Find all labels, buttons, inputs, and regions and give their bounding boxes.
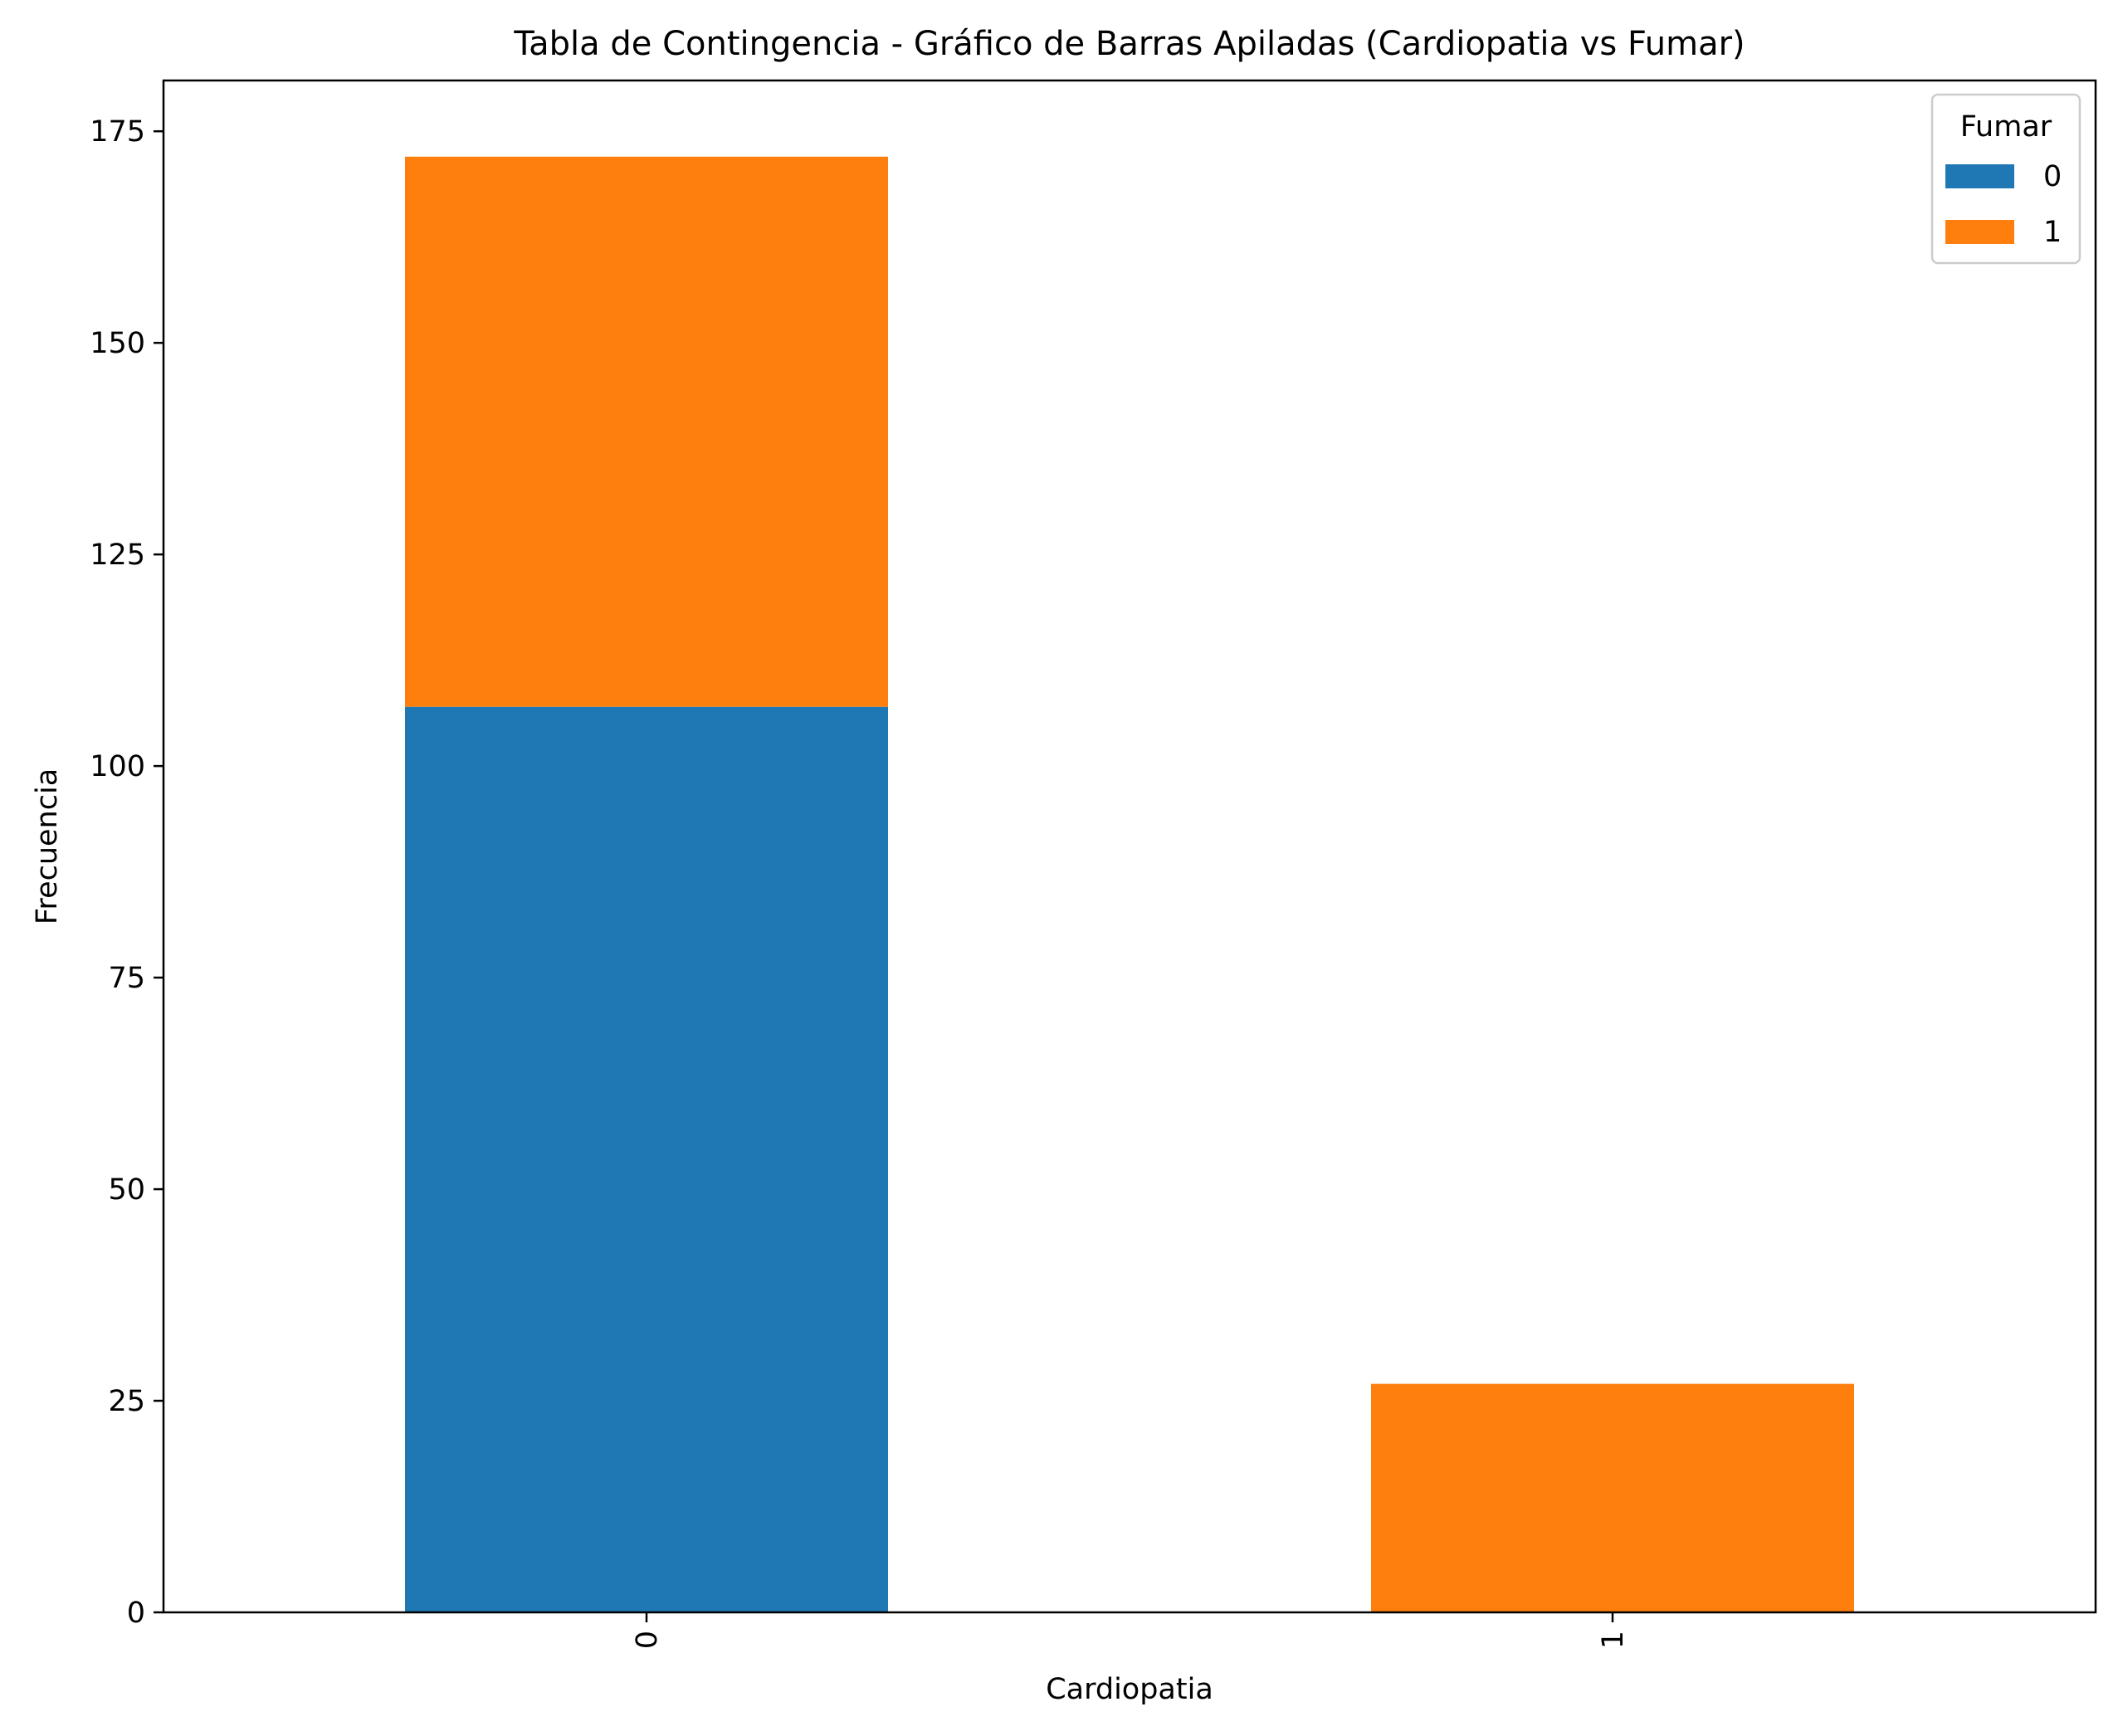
bar-cardiopatia-0-fumar-0 xyxy=(405,706,888,1612)
y-tick-label: 100 xyxy=(90,750,145,783)
y-tick-label: 125 xyxy=(90,539,145,572)
y-tick-label: 175 xyxy=(90,115,145,149)
y-tick-label: 25 xyxy=(108,1385,145,1418)
bars-layer xyxy=(405,156,1854,1612)
bar-cardiopatia-1-fumar-1 xyxy=(1371,1383,1854,1612)
y-tick-label: 50 xyxy=(108,1173,145,1207)
y-axis: 0 25 50 75 100 125 150 175 xyxy=(90,115,163,1630)
legend-swatch-0 xyxy=(1945,164,2014,188)
legend-swatch-1 xyxy=(1945,220,2014,244)
y-tick-label: 150 xyxy=(90,327,145,360)
y-axis-label: Frecuencia xyxy=(31,768,64,924)
y-tick-label: 0 xyxy=(127,1597,145,1630)
legend-label-0: 0 xyxy=(2043,160,2062,193)
x-tick-label: 1 xyxy=(1597,1631,1630,1649)
legend-entries: 01 xyxy=(1945,160,2062,249)
legend-label-1: 1 xyxy=(2043,216,2062,249)
bar-cardiopatia-0-fumar-1 xyxy=(405,156,888,707)
x-tick-label: 0 xyxy=(631,1631,664,1649)
legend-title: Fumar xyxy=(1960,110,2052,144)
legend: Fumar 01 xyxy=(1930,93,2081,265)
x-axis-label: Cardiopatia xyxy=(1046,1673,1213,1706)
plot-frame xyxy=(162,79,2097,1614)
chart-title: Tabla de Contingencia - Gráfico de Barra… xyxy=(513,25,1745,63)
y-tick-label: 75 xyxy=(108,962,145,995)
